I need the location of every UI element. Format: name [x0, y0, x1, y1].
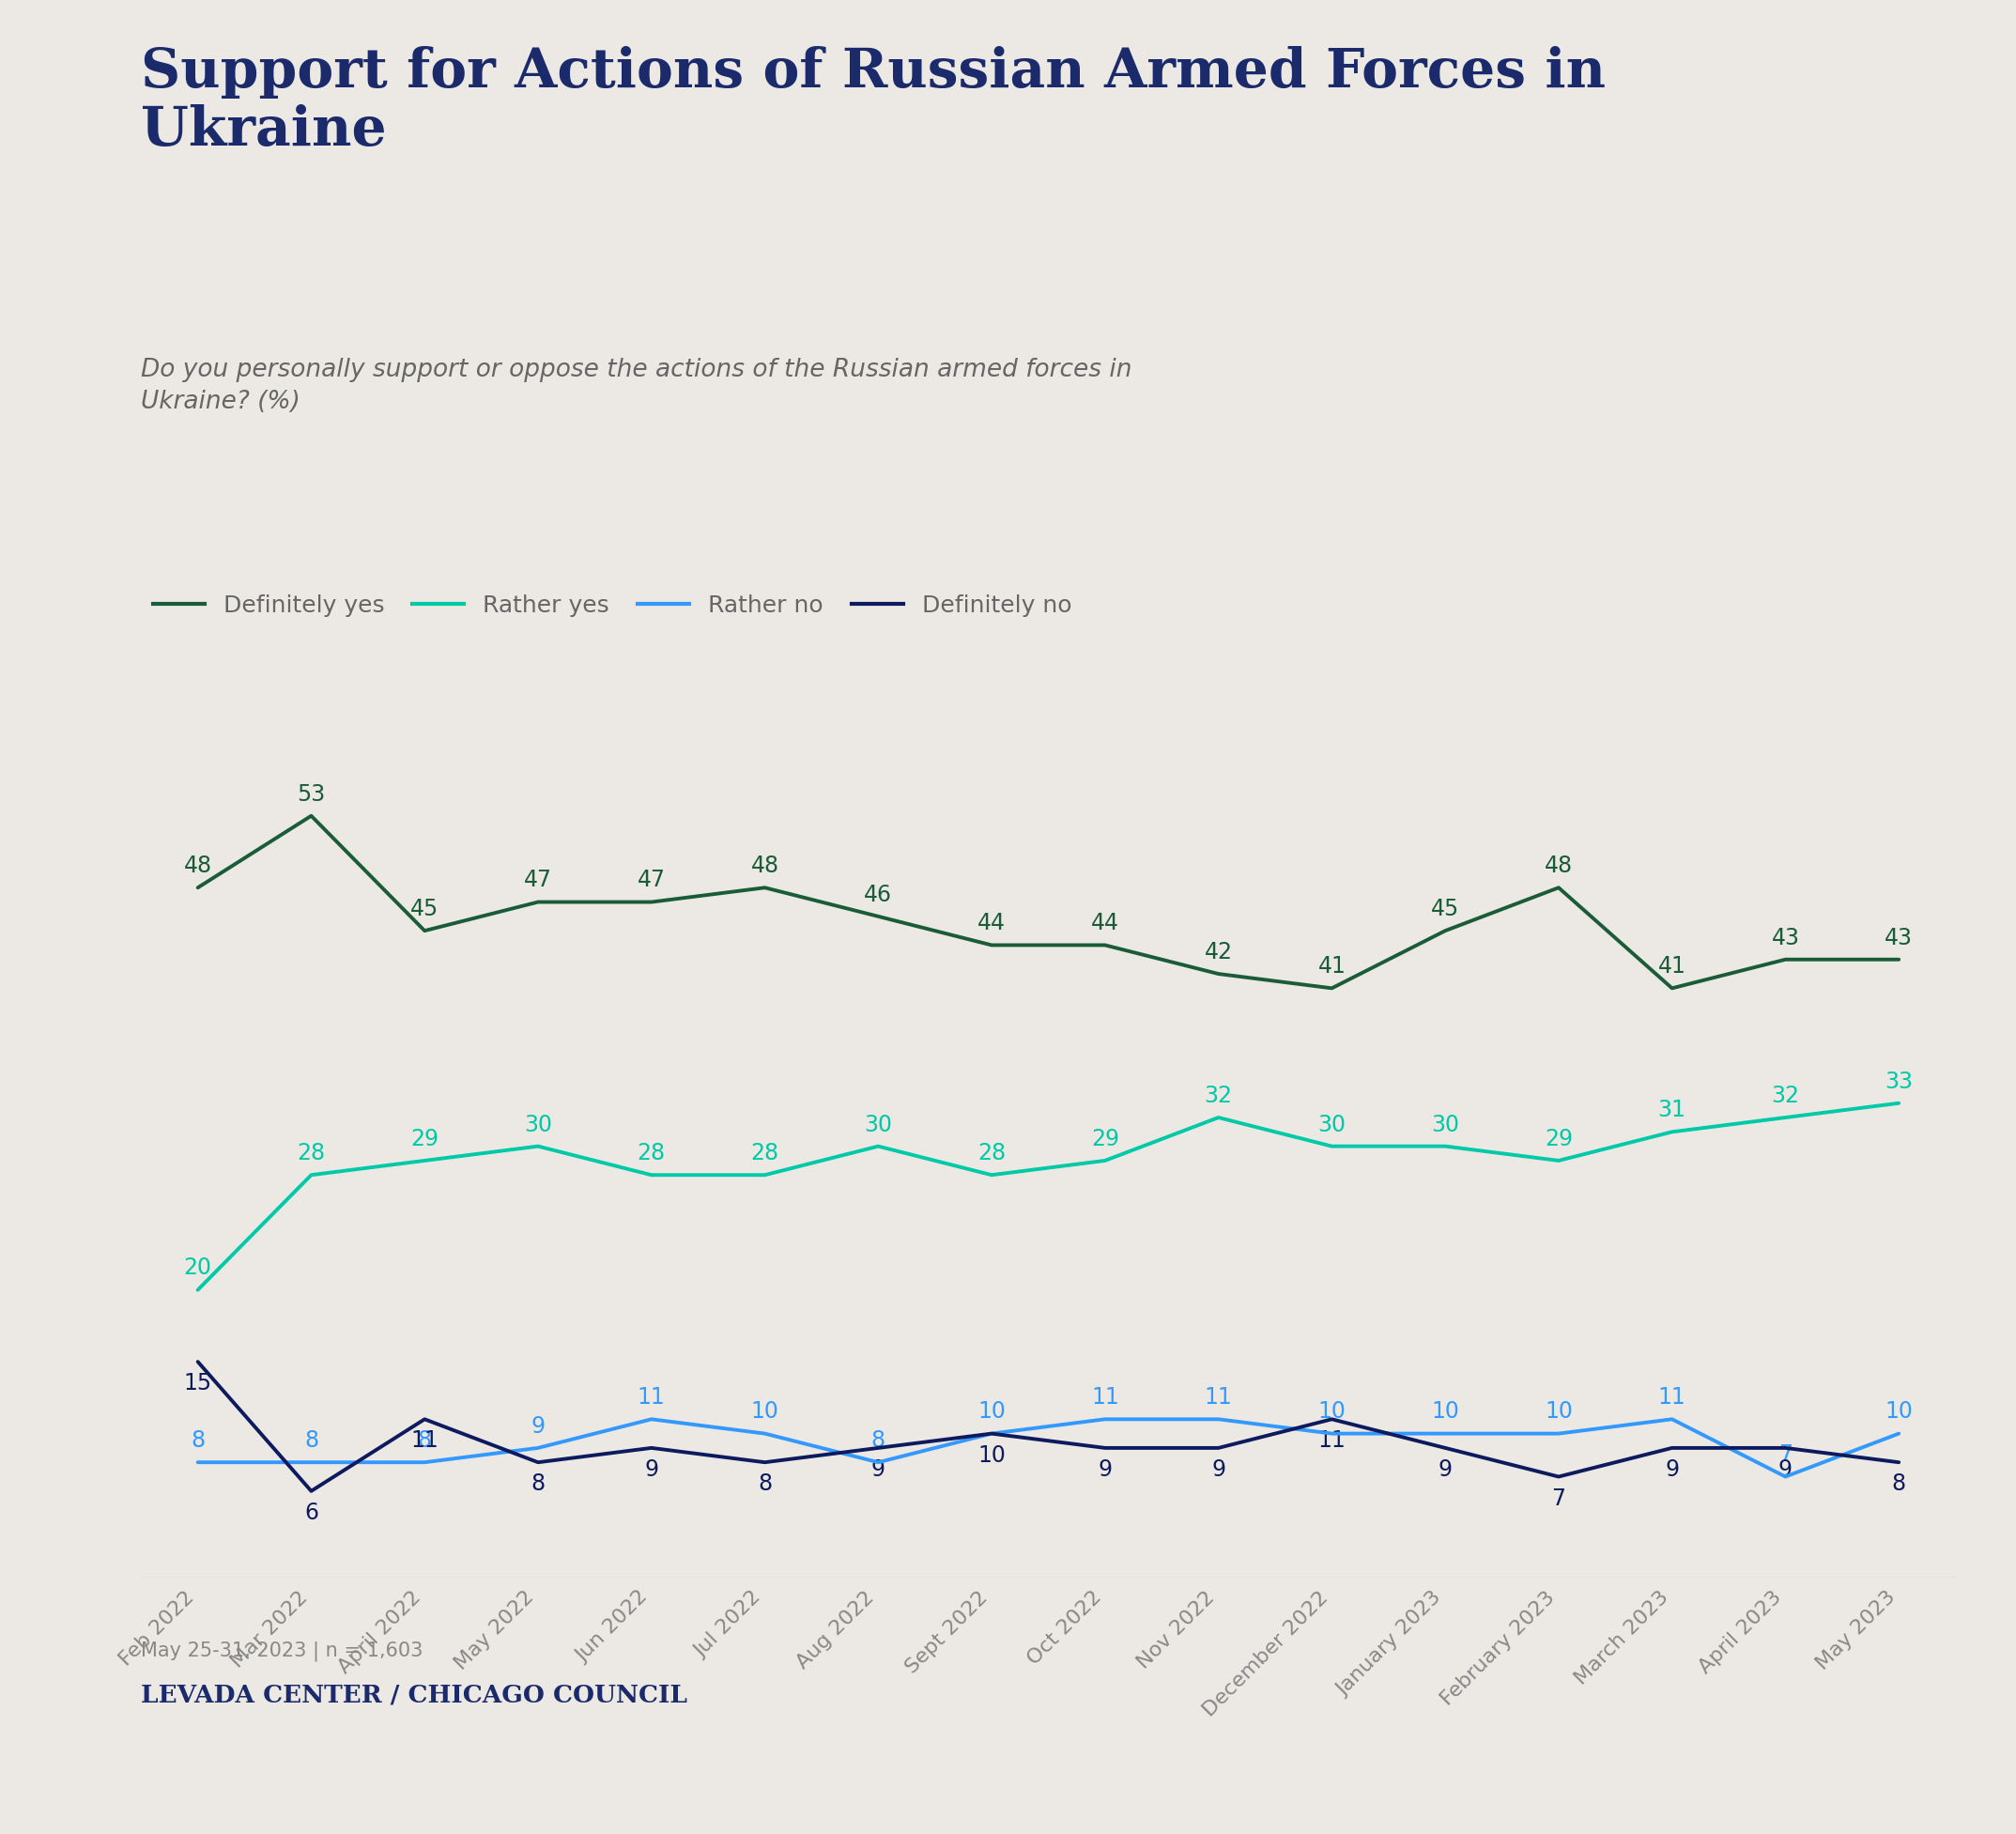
Text: 9: 9 — [871, 1458, 885, 1480]
Text: 11: 11 — [1657, 1387, 1685, 1409]
Text: 31: 31 — [1657, 1099, 1685, 1121]
Text: 8: 8 — [871, 1429, 885, 1453]
Text: 32: 32 — [1772, 1084, 1800, 1108]
Text: 44: 44 — [978, 911, 1006, 935]
Text: May 25-31, 2023 | n = 1,603: May 25-31, 2023 | n = 1,603 — [141, 1641, 423, 1662]
Text: 46: 46 — [865, 884, 893, 906]
Text: LEVADA CENTER / CHICAGO COUNCIL: LEVADA CENTER / CHICAGO COUNCIL — [141, 1684, 687, 1707]
Text: 43: 43 — [1772, 926, 1800, 948]
Text: 7: 7 — [1778, 1443, 1792, 1465]
Text: 28: 28 — [637, 1143, 665, 1165]
Text: 30: 30 — [524, 1113, 552, 1135]
Text: 28: 28 — [978, 1143, 1006, 1165]
Text: 9: 9 — [1778, 1458, 1792, 1480]
Text: 9: 9 — [530, 1416, 544, 1438]
Text: 41: 41 — [1318, 956, 1347, 978]
Text: 48: 48 — [750, 855, 778, 877]
Text: 30: 30 — [865, 1113, 893, 1135]
Text: 32: 32 — [1204, 1084, 1232, 1108]
Text: 8: 8 — [192, 1429, 206, 1453]
Text: 10: 10 — [978, 1401, 1006, 1423]
Text: 9: 9 — [1099, 1458, 1113, 1480]
Text: 10: 10 — [1431, 1401, 1460, 1423]
Text: 8: 8 — [417, 1429, 431, 1453]
Text: 11: 11 — [1091, 1387, 1119, 1409]
Text: 30: 30 — [1431, 1113, 1460, 1135]
Text: Support for Actions of Russian Armed Forces in
Ukraine: Support for Actions of Russian Armed For… — [141, 46, 1607, 158]
Text: 11: 11 — [1318, 1431, 1347, 1453]
Text: 9: 9 — [1437, 1458, 1452, 1480]
Text: 7: 7 — [1552, 1487, 1566, 1509]
Text: 53: 53 — [296, 783, 325, 805]
Text: 6: 6 — [304, 1502, 319, 1524]
Text: 20: 20 — [183, 1256, 212, 1280]
Text: 9: 9 — [645, 1458, 659, 1480]
Text: 45: 45 — [1431, 899, 1460, 921]
Text: 9: 9 — [1212, 1458, 1226, 1480]
Text: 41: 41 — [1657, 956, 1685, 978]
Text: 44: 44 — [1091, 911, 1119, 935]
Text: Do you personally support or oppose the actions of the Russian armed forces in
U: Do you personally support or oppose the … — [141, 358, 1133, 414]
Text: 10: 10 — [1885, 1401, 1913, 1423]
Text: 10: 10 — [750, 1401, 778, 1423]
Text: 28: 28 — [296, 1143, 325, 1165]
Text: 15: 15 — [183, 1372, 212, 1394]
Text: 47: 47 — [637, 869, 665, 891]
Text: 10: 10 — [978, 1443, 1006, 1467]
Text: 48: 48 — [183, 855, 212, 877]
Text: 29: 29 — [1091, 1128, 1119, 1150]
Text: 10: 10 — [1544, 1401, 1572, 1423]
Text: 47: 47 — [524, 869, 552, 891]
Text: 11: 11 — [411, 1431, 439, 1453]
Text: 30: 30 — [1318, 1113, 1347, 1135]
Text: 8: 8 — [530, 1473, 544, 1495]
Text: 29: 29 — [1544, 1128, 1572, 1150]
Text: 28: 28 — [750, 1143, 778, 1165]
Text: 48: 48 — [1544, 855, 1572, 877]
Text: 8: 8 — [758, 1473, 772, 1495]
Text: 29: 29 — [411, 1128, 439, 1150]
Text: 10: 10 — [1318, 1401, 1347, 1423]
Text: 9: 9 — [1665, 1458, 1679, 1480]
Text: 43: 43 — [1885, 926, 1913, 948]
Text: 33: 33 — [1885, 1071, 1913, 1093]
Text: 8: 8 — [1891, 1473, 1905, 1495]
Text: 8: 8 — [304, 1429, 319, 1453]
Legend: Definitely yes, Rather yes, Rather no, Definitely no: Definitely yes, Rather yes, Rather no, D… — [153, 594, 1073, 618]
Text: 11: 11 — [637, 1387, 665, 1409]
Text: 42: 42 — [1204, 941, 1232, 963]
Text: 11: 11 — [1204, 1387, 1232, 1409]
Text: 45: 45 — [411, 899, 439, 921]
